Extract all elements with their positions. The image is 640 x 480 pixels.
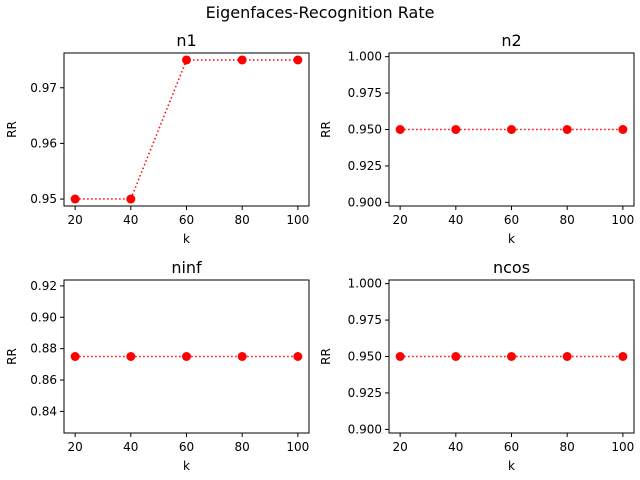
data-point: [237, 55, 247, 65]
data-point: [70, 352, 80, 361]
y-tick-label: 0.975: [348, 86, 382, 100]
data-point: [182, 352, 191, 361]
x-tick-label: 60: [179, 440, 194, 454]
y-tick-label: 0.90: [30, 310, 57, 324]
y-tick-label: 0.975: [348, 313, 382, 327]
y-tick-label: 0.97: [30, 81, 57, 95]
x-tick-label: 100: [286, 440, 309, 454]
y-tick-label: 0.950: [348, 123, 382, 137]
y-axis-label: RR: [5, 348, 19, 365]
subplot-n1: n1 20 40 60 80 100 0.95 0.96 0.97 k RR: [5, 31, 310, 246]
data-point: [618, 352, 628, 361]
x-tick-label: 40: [448, 440, 463, 454]
subplot-ninf: ninf 20 40 60 80 100 0.84 0.86 0.88 0.90 0.92 k RR: [5, 258, 310, 473]
y-tick-label: 1.000: [348, 50, 382, 64]
subplots: n1 20 40 60 80 100 0.95 0.96 0.97 k RR n2 20 40 60 80 10…: [5, 31, 635, 473]
data-point: [182, 55, 191, 65]
x-tick-label: 40: [448, 213, 463, 227]
data-point: [507, 125, 516, 134]
y-tick-label: 0.925: [348, 386, 382, 400]
subplot-title: ncos: [493, 258, 530, 277]
data-point: [562, 352, 572, 361]
data-point: [70, 194, 80, 204]
x-tick-label: 60: [179, 213, 194, 227]
x-tick-label: 40: [123, 440, 138, 454]
data-point: [562, 125, 572, 134]
y-tick-label: 0.925: [348, 159, 382, 173]
subplot-title: n1: [176, 31, 196, 50]
x-axis-label: k: [183, 459, 190, 473]
x-axis-label: k: [183, 232, 190, 246]
data-point: [618, 125, 628, 134]
x-tick-label: 100: [286, 213, 309, 227]
y-axis-label: RR: [5, 121, 19, 138]
y-tick-label: 0.86: [30, 373, 57, 387]
data-point: [293, 352, 303, 361]
x-tick-label: 20: [67, 440, 82, 454]
subplot-title: n2: [501, 31, 521, 50]
plot-frame: [63, 52, 310, 207]
data-point: [395, 352, 405, 361]
figure-title: Eigenfaces-Recognition Rate: [206, 3, 435, 22]
data-point: [507, 352, 516, 361]
x-axis-label: k: [508, 232, 515, 246]
plot-frame: [388, 279, 635, 434]
x-tick-label: 80: [235, 213, 250, 227]
x-tick-label: 60: [504, 440, 519, 454]
y-tick-label: 0.95: [30, 192, 57, 206]
subplot-n2: n2 20 40 60 80 100 0.900 0.925 0.950 0.975 1.000 k R…: [319, 31, 635, 246]
y-tick-label: 0.900: [348, 422, 382, 436]
x-axis-label: k: [508, 459, 515, 473]
y-tick-label: 0.900: [348, 195, 382, 209]
data-point: [395, 125, 405, 134]
x-tick-label: 20: [392, 440, 407, 454]
y-axis-label: RR: [319, 121, 333, 138]
x-tick-label: 100: [611, 213, 634, 227]
data-point: [451, 125, 461, 134]
y-tick-label: 0.88: [30, 342, 57, 356]
y-tick-label: 0.96: [30, 136, 57, 150]
data-point: [126, 352, 136, 361]
y-tick-label: 1.000: [348, 277, 382, 291]
x-tick-label: 20: [67, 213, 82, 227]
x-tick-label: 80: [235, 440, 250, 454]
y-tick-label: 0.84: [30, 404, 57, 418]
y-axis-label: RR: [319, 348, 333, 365]
x-tick-label: 20: [392, 213, 407, 227]
plot-frame: [388, 52, 635, 207]
x-tick-label: 40: [123, 213, 138, 227]
y-tick-label: 0.950: [348, 350, 382, 364]
data-point: [126, 194, 136, 204]
plot-frame: [63, 279, 310, 434]
series-line: [75, 59, 298, 200]
x-tick-label: 100: [611, 440, 634, 454]
x-tick-label: 60: [504, 213, 519, 227]
subplot-ncos: ncos 20 40 60 80 100 0.900 0.925 0.950 0.975 1.000…: [319, 258, 635, 473]
data-point: [451, 352, 461, 361]
y-tick-label: 0.92: [30, 279, 57, 293]
x-tick-label: 80: [560, 213, 575, 227]
data-point: [293, 55, 303, 65]
subplot-title: ninf: [171, 258, 202, 277]
data-point: [237, 352, 247, 361]
x-tick-label: 80: [560, 440, 575, 454]
